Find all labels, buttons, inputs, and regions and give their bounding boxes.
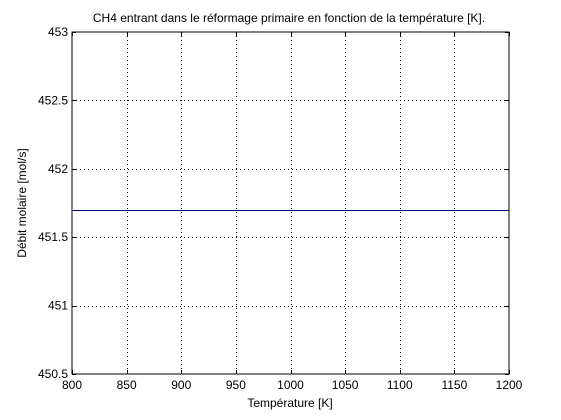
y-axis-tick-labels: 450.5 451 451.5 452 452.5 453 [38, 25, 68, 381]
x-tick-label: 950 [226, 378, 246, 392]
tick-marks [72, 32, 510, 375]
chart-title: CH4 entrant dans le réformage primaire e… [93, 11, 485, 25]
y-tick-label: 451.5 [38, 230, 68, 244]
y-tick-label: 453 [48, 25, 68, 39]
x-tick-label: 900 [171, 378, 191, 392]
axes-frame [71, 31, 510, 375]
y-tick-label: 452.5 [38, 93, 68, 107]
x-tick-label: 1050 [332, 378, 359, 392]
y-tick-label: 450.5 [38, 367, 68, 381]
grid-lines [72, 32, 509, 374]
plot-area [71, 31, 510, 375]
y-tick-label: 451 [48, 299, 68, 313]
x-axis-label: Température [K] [247, 396, 332, 410]
x-tick-label: 1000 [277, 378, 304, 392]
x-axis-tick-labels: 800 850 900 950 1000 1050 1100 1150 1200 [62, 378, 523, 392]
x-tick-label: 850 [117, 378, 137, 392]
x-tick-label: 1200 [496, 378, 523, 392]
y-axis-label: Débit molaire [mol/s] [15, 148, 29, 257]
x-tick-label: 1150 [441, 378, 467, 392]
x-tick-label: 800 [62, 378, 82, 392]
axes-box [72, 32, 509, 374]
y-tick-label: 452 [48, 162, 68, 176]
x-tick-label: 1100 [387, 378, 413, 392]
